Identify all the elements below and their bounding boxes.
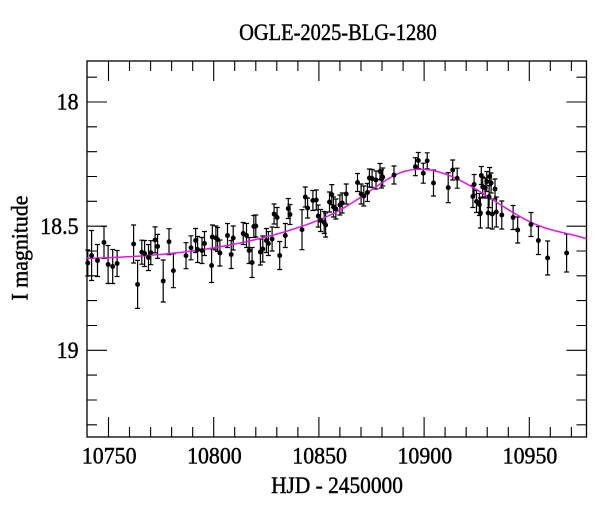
svg-text:18: 18 — [57, 89, 79, 115]
svg-text:18.5: 18.5 — [40, 213, 78, 239]
svg-text:10800: 10800 — [187, 443, 242, 469]
svg-text:HJD - 2450000: HJD - 2450000 — [271, 472, 403, 498]
svg-text:10750: 10750 — [82, 443, 137, 469]
svg-text:OGLE-2025-BLG-1280: OGLE-2025-BLG-1280 — [239, 19, 437, 46]
svg-text:19: 19 — [57, 337, 79, 363]
svg-text:10900: 10900 — [397, 443, 452, 469]
svg-text:10850: 10850 — [292, 443, 347, 469]
svg-text:10950: 10950 — [503, 443, 558, 469]
svg-text:I magnitude: I magnitude — [7, 196, 33, 301]
